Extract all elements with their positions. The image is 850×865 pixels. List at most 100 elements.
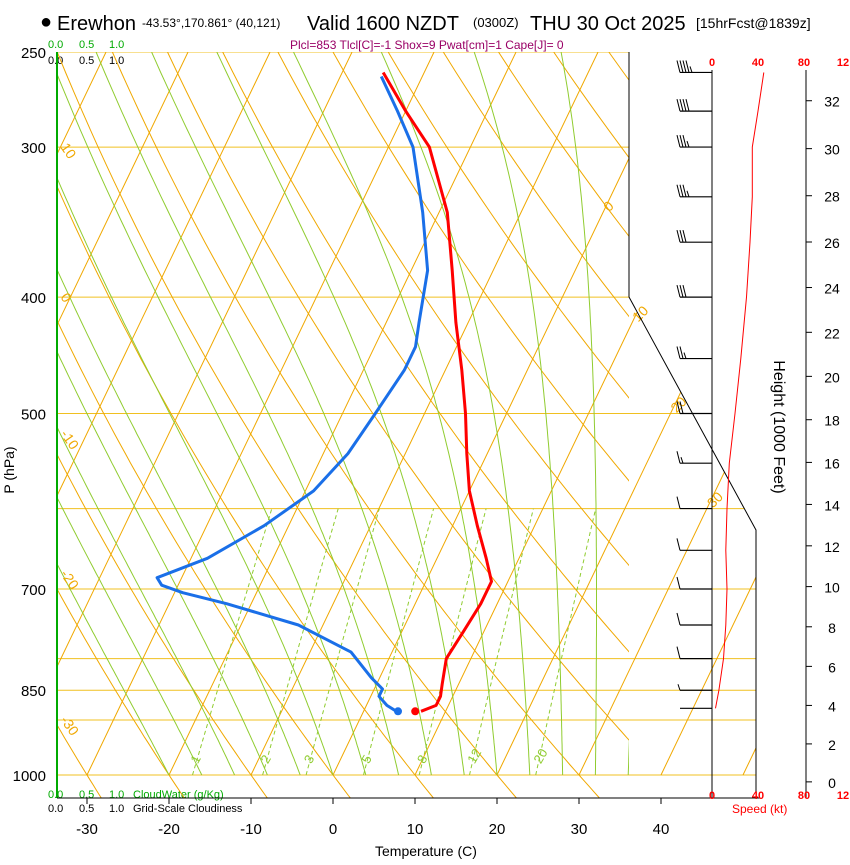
barb-feather bbox=[682, 134, 687, 148]
dry-adiabat--20 bbox=[57, 587, 185, 798]
isotherm--40 bbox=[57, 52, 353, 776]
height-tick-label-14: 14 bbox=[824, 497, 840, 513]
x-tick-label-10: 10 bbox=[407, 821, 424, 838]
dry-adiabat-100 bbox=[497, 52, 629, 238]
axes: -30 -20 -10 0 10 20 30 402503004005007008501000… bbox=[13, 45, 840, 838]
dry-adiabat-40 bbox=[166, 52, 629, 741]
mixing-ratio-8 bbox=[418, 508, 487, 776]
barb-feather bbox=[679, 230, 684, 243]
isotherm-label-2: -10 bbox=[58, 427, 83, 453]
barb-feather bbox=[676, 134, 681, 148]
barb-feather bbox=[676, 401, 681, 414]
barb-half-feather bbox=[677, 684, 681, 691]
speed-bottom-40: 40 bbox=[752, 790, 764, 802]
cloud-bottom-green-2: 1.0 bbox=[109, 789, 124, 801]
moist-adiabat--20 bbox=[57, 562, 170, 776]
barb-feather bbox=[676, 612, 681, 626]
height-tick-label-4: 4 bbox=[828, 698, 836, 714]
y-tick-label-250: 250 bbox=[21, 45, 46, 62]
moist-adiabat--4 bbox=[57, 268, 301, 776]
barb-half-feather bbox=[686, 190, 690, 197]
x-axis-title: Temperature (C) bbox=[375, 843, 477, 859]
mixing-ratio-5 bbox=[363, 508, 435, 776]
barb-half-feather bbox=[689, 66, 693, 73]
speed-bottom-120: 12 bbox=[837, 790, 849, 802]
barb-feather bbox=[679, 401, 684, 414]
y-tick-label-400: 400 bbox=[21, 290, 46, 307]
height-tick-label-32: 32 bbox=[824, 94, 840, 110]
mixing-ratio-3 bbox=[305, 508, 380, 776]
cloud-bottom-black-1: 0.5 bbox=[79, 803, 94, 815]
dry-adiabat--30 bbox=[57, 723, 102, 798]
moist-adiabat-12 bbox=[151, 52, 432, 776]
moist-adiabat-28 bbox=[473, 52, 564, 775]
speed-top-40: 40 bbox=[752, 57, 764, 69]
y-tick-label-850: 850 bbox=[21, 683, 46, 700]
y-tick-label-300: 300 bbox=[21, 140, 46, 157]
moist-adiabat--8 bbox=[57, 350, 268, 776]
x-tick-label--20: -20 bbox=[158, 821, 180, 838]
dry-adiabat-20 bbox=[57, 52, 518, 798]
barb-feather bbox=[676, 346, 681, 359]
plot-frame bbox=[56, 52, 807, 799]
barb-feather bbox=[676, 285, 681, 298]
x-tick-label-30: 30 bbox=[571, 821, 588, 838]
surface-temperature-marker bbox=[411, 707, 420, 716]
mixing-ratio-20 bbox=[535, 508, 597, 776]
moist-adiabat-0 bbox=[57, 176, 334, 776]
isotherm--50 bbox=[57, 52, 271, 776]
speed-top-120: 12 bbox=[837, 57, 849, 69]
cloud-bottom-green-0: 0.0 bbox=[48, 789, 63, 801]
barb-feather bbox=[679, 60, 684, 73]
moist-adiabat-24 bbox=[380, 52, 531, 776]
x-tick-label-20: 20 bbox=[489, 821, 506, 838]
barb-feather bbox=[685, 60, 690, 73]
height-tick-label-30: 30 bbox=[824, 142, 840, 158]
wind-speed-curve bbox=[715, 72, 765, 709]
barb-feather bbox=[679, 285, 684, 298]
height-tick-label-2: 2 bbox=[828, 737, 836, 753]
dewpoint-profile bbox=[155, 75, 430, 713]
isotherm--20 bbox=[168, 52, 517, 776]
barb-half-feather bbox=[686, 140, 690, 148]
height-tick-label-20: 20 bbox=[824, 369, 840, 385]
mixing-ratio-label-2: 2 bbox=[257, 752, 274, 766]
barb-feather bbox=[679, 184, 684, 197]
y-tick-label-500: 500 bbox=[21, 407, 46, 424]
y-tick-label-700: 700 bbox=[21, 582, 46, 599]
moist-adiabat-20 bbox=[293, 52, 498, 776]
height-tick-label-24: 24 bbox=[824, 281, 840, 297]
height-tick-label-6: 6 bbox=[828, 659, 836, 675]
moist-adiabat-16 bbox=[216, 52, 465, 776]
barb-half-feather bbox=[683, 352, 687, 359]
x-tick-label-0: 0 bbox=[329, 821, 337, 838]
barb-half-feather bbox=[680, 457, 684, 464]
barb-feather bbox=[676, 451, 681, 464]
cloud-top-black-1: 0.5 bbox=[79, 55, 94, 67]
cloudwater-label: CloudWater (g/Kg) bbox=[133, 789, 224, 801]
x-tick-label-40: 40 bbox=[653, 821, 670, 838]
height-tick-label-0: 0 bbox=[828, 775, 836, 791]
speed-top-80: 80 bbox=[798, 57, 810, 69]
surface-dewpoint-marker bbox=[394, 707, 402, 716]
barb-feather bbox=[676, 496, 681, 509]
dry-adiabat-10 bbox=[57, 185, 435, 798]
utc-time: (0300Z) bbox=[473, 15, 519, 30]
height-tick-label-22: 22 bbox=[824, 325, 840, 341]
valid-time: Valid 1600 NZDT bbox=[307, 13, 459, 35]
dry-adiabat-50 bbox=[222, 52, 629, 653]
barb-feather bbox=[676, 576, 681, 590]
valid-date: THU 30 Oct 2025 bbox=[530, 13, 686, 35]
forecast-info: [15hrFcst@1839z] bbox=[696, 15, 811, 31]
isobar-lines bbox=[57, 52, 756, 776]
height-axis-title: Height (1000 Feet) bbox=[770, 360, 787, 493]
mixing-ratio-label-12: 12 bbox=[464, 746, 484, 766]
dry-adiabat--10 bbox=[57, 453, 268, 798]
barb-feather bbox=[679, 98, 684, 112]
location-title: Erewhon bbox=[57, 13, 136, 35]
dry-adiabat-70 bbox=[332, 52, 629, 482]
isotherm-label-5: 0 bbox=[600, 198, 617, 215]
speed-top-0: 0 bbox=[709, 57, 715, 69]
